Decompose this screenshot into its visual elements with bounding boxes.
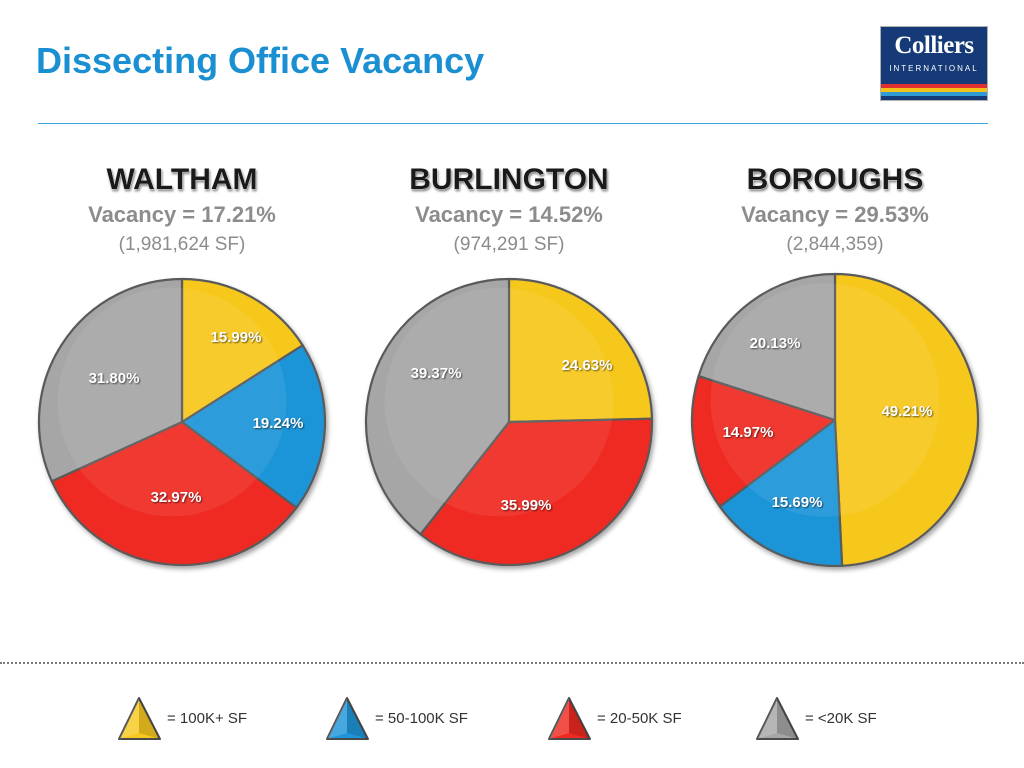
- legend-triangle-icon: [548, 697, 591, 740]
- pie-slice-50-100k-sf: [718, 418, 844, 568]
- legend-label: = <20K SF: [805, 710, 877, 727]
- slice-label-20-50k-sf: 14.97%: [723, 424, 774, 441]
- slice-label-20-50k-sf: 32.97%: [151, 489, 202, 506]
- vacancy-square-feet: (974,291 SF): [454, 234, 565, 255]
- colliers-logo: Colliers INTERNATIONAL: [880, 26, 988, 101]
- slice-label-20-50k-sf: 35.99%: [501, 497, 552, 514]
- legend-triangle-icon: [326, 697, 369, 740]
- legend-label: = 50-100K SF: [375, 710, 468, 727]
- legend-label: = 20-50K SF: [597, 710, 682, 727]
- pie-slice-100kplus-sf: [507, 277, 654, 424]
- vacancy-pie-charts: WALTHAM Vacancy = 17.21% (1,981,624 SF) 15.…: [37, 163, 980, 568]
- pie-slice-20-50k-sf: [419, 417, 654, 567]
- logo-stripe: [881, 96, 987, 100]
- legend-divider: [0, 662, 1024, 664]
- logo-stripe: [881, 84, 987, 88]
- pie-slice-20-50k-sf: [50, 420, 298, 567]
- slice-label-50-100k-sf: 15.69%: [772, 494, 823, 511]
- logo-stripe: [881, 88, 987, 92]
- chart-title: BURLINGTON: [409, 163, 608, 196]
- pie-slice-50-100k-sf: [180, 344, 327, 509]
- vacancy-rate: Vacancy = 17.21%: [88, 202, 276, 227]
- pie-slices: [364, 277, 654, 567]
- vacancy-square-feet: (2,844,359): [786, 234, 883, 255]
- slice-label-lt20k-sf: 39.37%: [411, 365, 462, 382]
- legend-label: = 100K+ SF: [167, 710, 248, 727]
- pie-slice-lt20k-sf: [364, 277, 511, 536]
- vacancy-rate: Vacancy = 14.52%: [415, 202, 603, 227]
- legend-triangle-icon: [756, 697, 799, 740]
- title-divider: [38, 123, 988, 124]
- pie-slice-lt20k-sf: [697, 272, 837, 422]
- slice-label-50-100k-sf: 19.24%: [253, 415, 304, 432]
- chart-title: BOROUGHS: [747, 163, 924, 196]
- pie-chart-burlington: BURLINGTON Vacancy = 14.52% (974,291 SF) 24…: [364, 163, 654, 567]
- logo-subtitle: INTERNATIONAL: [889, 64, 979, 73]
- vacancy-square-feet: (1,981,624 SF): [119, 234, 246, 255]
- logo-stripes: [881, 84, 987, 100]
- legend-triangle-icon: [118, 697, 161, 740]
- slice-label-100kplus-sf: 24.63%: [562, 357, 613, 374]
- pie-slice-lt20k-sf: [37, 277, 184, 483]
- pie-slice-100kplus-sf: [180, 277, 304, 424]
- vacancy-rate: Vacancy = 29.53%: [741, 202, 929, 227]
- chart-title: WALTHAM: [106, 163, 257, 196]
- slice-label-100kplus-sf: 49.21%: [882, 403, 933, 420]
- page-title: Dissecting Office Vacancy: [36, 40, 485, 81]
- pie-slice-100kplus-sf: [833, 272, 980, 567]
- slice-label-lt20k-sf: 31.80%: [89, 370, 140, 387]
- logo-name: Colliers: [894, 32, 974, 59]
- pie-slices: [37, 277, 327, 567]
- pie-chart-waltham: WALTHAM Vacancy = 17.21% (1,981,624 SF) 15.…: [37, 163, 327, 567]
- slice-label-lt20k-sf: 20.13%: [750, 335, 801, 352]
- pie-chart-boroughs: BOROUGHS Vacancy = 29.53% (2,844,359) 49.21…: [690, 163, 980, 568]
- slice-label-100kplus-sf: 15.99%: [211, 329, 262, 346]
- pie-slices: [690, 272, 980, 568]
- logo-stripe: [881, 92, 987, 96]
